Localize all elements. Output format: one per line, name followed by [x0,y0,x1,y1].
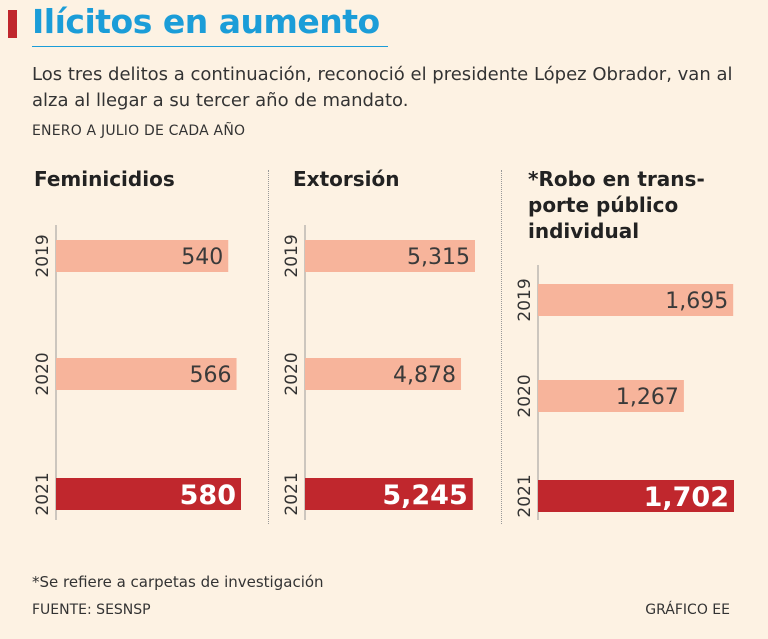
panel-title-robo: *Robo en trans- porte público individual [528,166,705,244]
source-label: FUENTE: SESNSP [32,602,151,618]
value-label: 566 [190,363,232,388]
chart-title: Ilícitos en aumento [32,2,380,41]
value-label: 1,267 [616,385,679,410]
value-label: 5,315 [407,245,470,270]
panel-divider [268,170,269,524]
credit-label: GRÁFICO EE [645,602,730,618]
bar-2021 [56,478,241,510]
bar-2020 [305,358,462,390]
value-label: 5,245 [382,480,467,511]
value-label: 1,695 [665,289,728,314]
robo-transporte-bar-chart: 1,695 2019 1,267 2020 1,702 2021 [515,265,734,520]
bar-2020 [538,380,684,412]
period-label: ENERO A JULIO DE CADA AÑO [32,123,246,139]
bar-2020 [56,358,237,390]
category-label: 2021 [282,472,302,515]
title-accent-bar [8,10,17,38]
value-label: 540 [181,245,223,270]
panel-title-line: *Robo en trans- [528,167,705,191]
category-label: 2019 [515,278,535,321]
chart-subtitle: Los tres delitos a continuación, reconoc… [32,64,733,111]
feminicidios-bar-chart: 540 2019 566 2020 580 2021 [33,225,241,520]
footnote: *Se refiere a carpetas de investigación [32,573,324,591]
bar-2019 [56,240,229,272]
category-label: 2020 [515,374,535,417]
category-label: 2021 [515,474,535,517]
panel-divider [501,170,502,524]
extorsion-bar-chart: 5,315 2019 4,878 2020 5,245 2021 [282,225,475,520]
panel-title-feminicidios: Feminicidios [34,167,175,191]
category-label: 2019 [282,234,302,277]
bar-2021 [538,480,734,512]
category-label: 2021 [33,472,53,515]
category-label: 2019 [33,234,53,277]
title-underline [32,46,388,47]
bar-2019 [538,284,734,316]
panel-title-line: porte público [528,193,679,217]
value-label: 4,878 [393,363,456,388]
category-label: 2020 [282,352,302,395]
panel-title-extorsion: Extorsión [293,167,400,191]
category-label: 2020 [33,352,53,395]
bar-2021 [305,478,473,510]
bar-2019 [305,240,475,272]
value-label: 580 [180,480,236,511]
panel-title-line: individual [528,219,640,243]
value-label: 1,702 [644,482,729,513]
